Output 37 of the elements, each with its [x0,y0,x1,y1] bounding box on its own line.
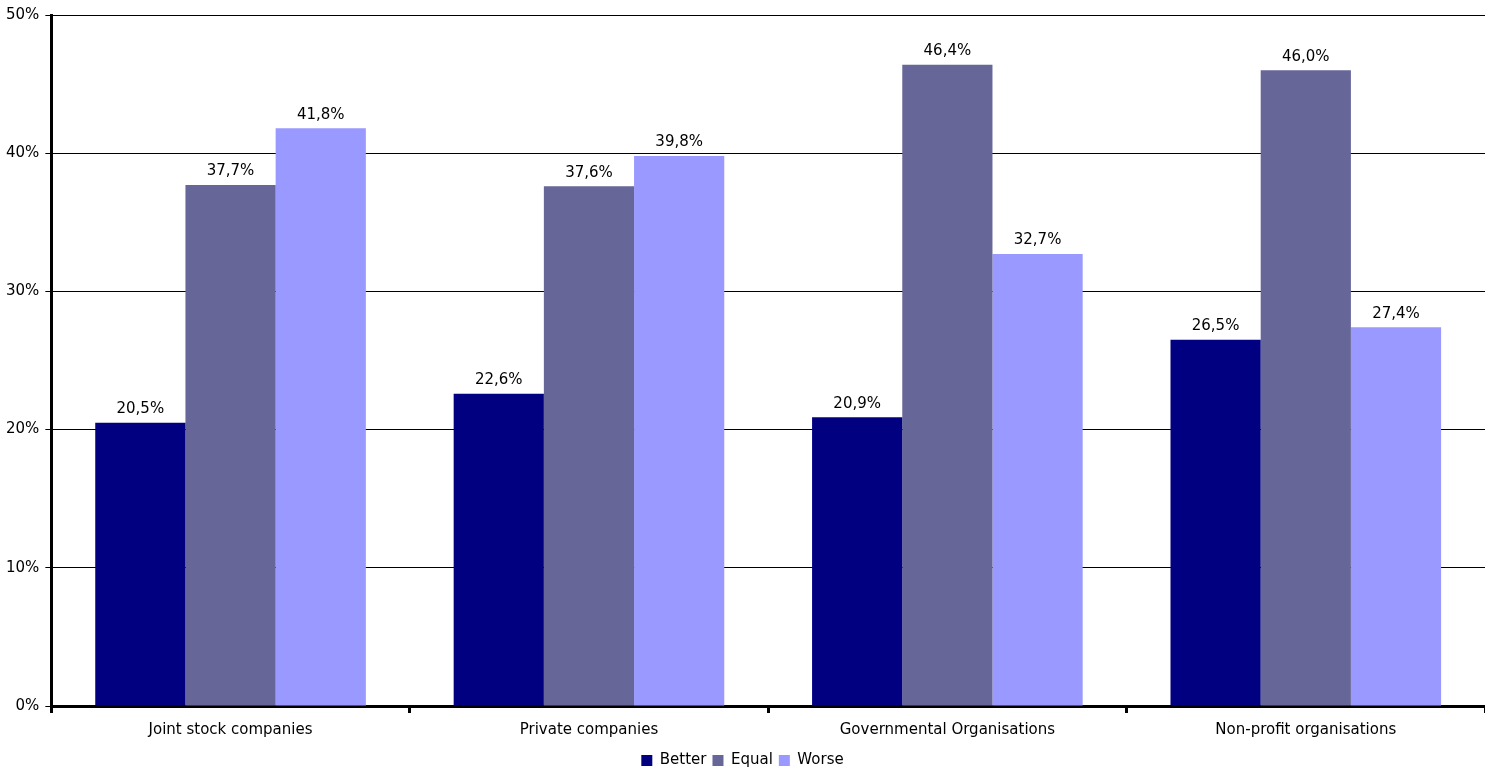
bar [185,184,276,706]
data-label: 46,4% [923,41,972,60]
legend-label: Better [659,750,708,769]
data-label: 39,8% [655,132,703,151]
x-tick-label: Non-profit organisations [1215,719,1397,738]
bar [1350,327,1442,706]
bar [275,128,366,706]
y-tick-label: 30% [6,281,40,300]
data-label: 32,7% [1013,230,1062,249]
legend-label: Equal [730,750,773,769]
y-tick-label: 0% [15,695,40,714]
data-label: 20,5% [116,399,165,418]
y-tick-label: 20% [6,419,40,438]
y-tick-label: 40% [6,143,40,162]
data-label: 41,8% [296,104,345,123]
bar [902,64,993,706]
bar [543,186,635,706]
data-label: 37,7% [206,161,255,180]
legend-label: Worse [797,750,844,769]
x-tick-label: Governmental Organisations [839,719,1056,738]
bar [992,254,1083,706]
data-label: 22,6% [474,370,523,389]
bar [1260,70,1351,706]
bar [634,155,725,706]
x-tick-label: Joint stock companies [147,719,313,738]
y-tick-label: 10% [6,557,40,576]
data-label: 37,6% [565,162,613,181]
y-tick-label: 50% [6,4,40,23]
data-label: 46,0% [1281,46,1330,65]
data-label: 27,4% [1372,303,1420,322]
x-tick-label: Private companies [519,719,659,738]
bar [812,417,903,706]
bar [453,393,544,706]
bar [1170,339,1261,706]
data-label: 26,5% [1191,316,1240,335]
bar [95,422,186,706]
data-label: 20,9% [833,393,881,412]
